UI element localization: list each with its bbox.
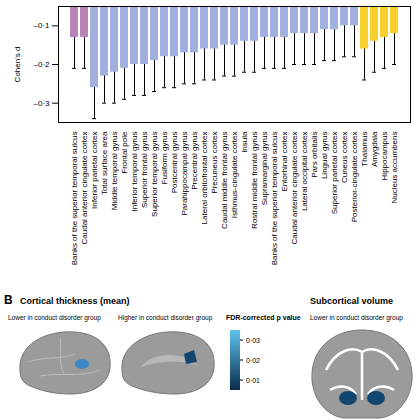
svg-text:Entorhinal cortex: Entorhinal cortex: [280, 132, 289, 192]
svg-text:Parahippocampal gyrus: Parahippocampal gyrus: [180, 132, 189, 216]
svg-text:Isthmus-cingulate cortex: Isthmus-cingulate cortex: [230, 132, 239, 219]
svg-text:Caudal anterior cingulate cort: Caudal anterior cingulate cortex: [290, 132, 299, 245]
svg-text:Superior parietal cortex: Superior parietal cortex: [330, 132, 339, 215]
svg-text:Lower in conduct disorder grou: Lower in conduct disorder group: [8, 314, 101, 322]
svg-text:Posterior-cingulate cortex: Posterior-cingulate cortex: [350, 132, 359, 223]
svg-text:Amygdala: Amygdala: [370, 131, 379, 167]
svg-text:Inferior parietal cortex: Inferior parietal cortex: [90, 132, 99, 209]
svg-text:Subcortical volume: Subcortical volume: [310, 296, 393, 306]
svg-text:Banks of the superior temporal: Banks of the superior temporal sulcus: [270, 132, 279, 266]
svg-text:Superior temporal gyrus: Superior temporal gyrus: [150, 132, 159, 217]
svg-text:0·02: 0·02: [246, 357, 260, 364]
svg-text:–0·3: –0·3: [33, 99, 50, 108]
svg-text:Lower in conduct disorder grou: Lower in conduct disorder group: [310, 314, 403, 322]
svg-text:Middle temporal gyrus: Middle temporal gyrus: [110, 132, 119, 211]
svg-text:Caudal middle frontal gyrus: Caudal middle frontal gyrus: [220, 132, 229, 229]
svg-text:Cuneus cortex: Cuneus cortex: [340, 132, 349, 184]
svg-text:Cohen's d: Cohen's d: [13, 47, 22, 83]
svg-text:Fusiform gyrus: Fusiform gyrus: [160, 132, 169, 185]
svg-text:Rostral middle frontal gyrus: Rostral middle frontal gyrus: [250, 132, 259, 229]
svg-text:Lateral orbitofrontal cortex: Lateral orbitofrontal cortex: [200, 132, 209, 225]
svg-text:Superior frontal gyrus: Superior frontal gyrus: [140, 132, 149, 208]
svg-text:0·01: 0·01: [246, 377, 260, 384]
svg-text:Nucleus accumbens: Nucleus accumbens: [390, 132, 399, 204]
svg-text:Banks of the superior temporal: Banks of the superior temporal sulcus: [70, 132, 79, 266]
svg-text:Lingual gyrus: Lingual gyrus: [320, 132, 329, 180]
svg-text:Hippocampus: Hippocampus: [380, 132, 389, 181]
svg-text:Inferior temporal gyrus: Inferior temporal gyrus: [130, 132, 139, 212]
svg-text:Postcentral gyrus: Postcentral gyrus: [170, 132, 179, 194]
svg-text:Thalamus: Thalamus: [360, 132, 369, 167]
svg-text:–0·1: –0·1: [33, 21, 50, 30]
svg-text:Precentral gyrus: Precentral gyrus: [190, 132, 199, 190]
svg-text:Insula: Insula: [240, 131, 249, 153]
svg-text:Higher in conduct disorder gro: Higher in conduct disorder group: [118, 314, 213, 322]
svg-text:Caudal anterior cingulate cort: Caudal anterior cingulate cortex: [80, 132, 89, 245]
svg-text:B: B: [4, 293, 13, 307]
svg-text:Frontal pole: Frontal pole: [120, 131, 129, 174]
svg-text:Total surface area: Total surface area: [100, 131, 109, 195]
svg-text:Supramarginal gyrus: Supramarginal gyrus: [260, 132, 269, 206]
svg-text:Pars orbitalis: Pars orbitalis: [310, 132, 319, 178]
svg-text:0·03: 0·03: [246, 337, 260, 344]
svg-text:FDR-corrected p value: FDR-corrected p value: [226, 314, 301, 322]
svg-text:Precuneus cortex: Precuneus cortex: [210, 132, 219, 194]
svg-text:–0·2: –0·2: [33, 60, 50, 69]
svg-text:Cortical thickness (mean): Cortical thickness (mean): [20, 296, 130, 306]
svg-text:Lateral occipital cortex: Lateral occipital cortex: [300, 132, 309, 212]
